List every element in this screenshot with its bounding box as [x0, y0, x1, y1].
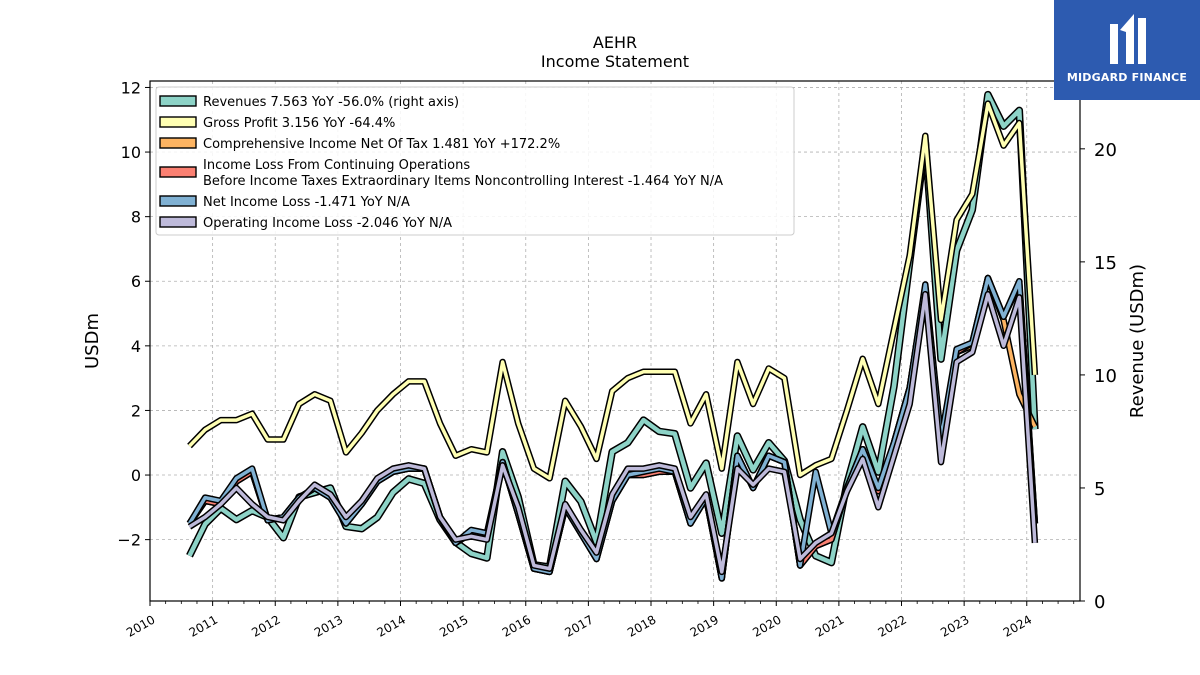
series-outline-4 [186, 274, 1039, 582]
series-outline-2 [186, 274, 1038, 582]
legend-swatch-4 [159, 195, 197, 207]
y-right-tick-label: 15 [1094, 253, 1117, 274]
x-tick-label: 2022 [876, 612, 909, 639]
y-tick-label: 4 [131, 337, 141, 356]
y-tick-label: 8 [131, 208, 141, 227]
series-lines [186, 90, 1039, 582]
y-tick-label: 6 [131, 272, 141, 291]
y-right-tick-label: 20 [1094, 140, 1117, 161]
series-outline-5 [187, 290, 1039, 576]
legend-swatch-2 [159, 137, 197, 149]
series-outline-3 [186, 274, 1039, 582]
x-tick-label: 2013 [312, 612, 345, 639]
x-tick-label: 2020 [750, 612, 783, 639]
legend-swatch-3 [159, 166, 197, 178]
x-tick-label: 2024 [1001, 612, 1034, 639]
x-tick-label: 2016 [500, 612, 533, 639]
legend-entry-1: Gross Profit 3.156 YoY -64.4% [203, 116, 395, 131]
brand-name: MIDGARD FINANCE [1066, 71, 1188, 84]
legend-swatch-1 [159, 116, 197, 128]
legend-box [155, 86, 795, 236]
series-line-5 [188, 292, 1037, 574]
series-line-1 [188, 101, 1037, 481]
legend-entry-4: Net Income Loss -1.471 YoY N/A [203, 195, 410, 210]
x-tick-label: 2023 [938, 612, 971, 639]
x-tick-label: 2012 [249, 612, 282, 639]
y-axis-label: USDm [82, 313, 103, 369]
y-tick-label: 10 [121, 143, 141, 162]
x-tick-label: 2021 [813, 612, 846, 639]
y-right-tick-label: 0 [1094, 592, 1105, 613]
x-tick-label: 2014 [375, 612, 408, 639]
legend-swatch-5 [159, 216, 197, 228]
legend-swatch-0 [159, 95, 197, 107]
x-tick-label: 2018 [625, 612, 658, 639]
x-tick-label: 2011 [187, 612, 220, 639]
plot-frame [149, 80, 1081, 602]
y-right-tick-label: 5 [1094, 479, 1105, 500]
chart-subtitle: Income Statement [541, 52, 689, 71]
y-tick-label: 2 [131, 401, 141, 420]
brand-mark-icon [1110, 14, 1146, 64]
x-tick-label: 2017 [562, 612, 595, 639]
brand-logo: MIDGARD FINANCE [1054, 0, 1200, 100]
y-right-tick-label: 10 [1094, 366, 1117, 387]
y-tick-label: −2 [117, 531, 141, 550]
y-axis-right-label: Revenue (USDm) [1127, 264, 1148, 418]
legend-entry-3: Income Loss From Continuing Operations Be… [203, 158, 723, 189]
legend: Revenues 7.563 YoY -56.0% (right axis) Gr… [155, 86, 795, 236]
legend-entry-2: Comprehensive Income Net Of Tax 1.481 Yo… [203, 137, 560, 152]
x-tick-label: 2015 [437, 612, 470, 639]
legend-entry-5: Operating Income Loss -2.046 YoY N/A [203, 216, 452, 231]
y-tick-label: 0 [131, 466, 141, 485]
y-tick-label: 12 [121, 78, 141, 97]
x-tick-label: 2010 [124, 612, 157, 639]
legend-entry-0: Revenues 7.563 YoY -56.0% (right axis) [203, 95, 459, 110]
chart-title: AEHR [593, 33, 637, 52]
series-line-3 [188, 276, 1037, 581]
series-line-0 [187, 92, 1038, 570]
series-line-4 [188, 276, 1037, 581]
x-tick-label: 2019 [688, 612, 721, 639]
series-line-2 [188, 276, 1037, 581]
